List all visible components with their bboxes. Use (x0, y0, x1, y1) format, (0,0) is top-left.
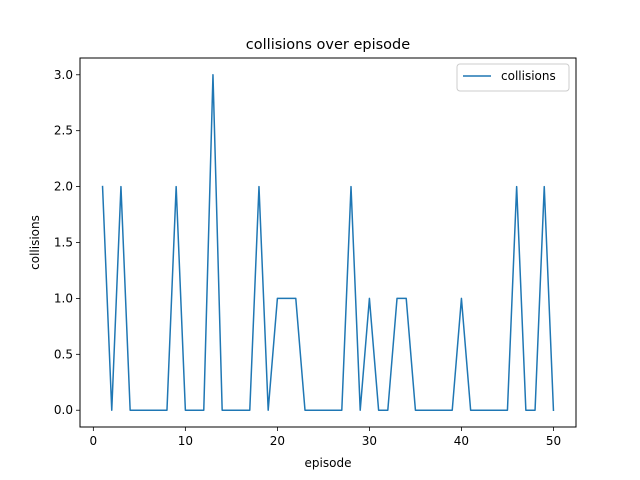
plot-area (80, 58, 576, 427)
y-axis-label: collisions (28, 215, 42, 270)
series-layer (101, 74, 555, 412)
y-tick-label: 2.5 (54, 124, 73, 138)
x-tick-label: 40 (454, 434, 469, 448)
x-tick-label: 20 (270, 434, 285, 448)
x-tick-label: 0 (90, 434, 98, 448)
series-line-collisions (101, 74, 555, 412)
x-axis-ticks: 0 10 20 30 40 50 (90, 427, 561, 448)
x-tick-label: 50 (546, 434, 561, 448)
y-tick-label: 0.5 (54, 347, 73, 361)
y-tick-label: 3.0 (54, 68, 73, 82)
y-axis-ticks: 0.0 0.5 1.0 1.5 2.0 2.5 3.0 (54, 68, 80, 417)
legend-box (456, 63, 570, 92)
x-tick-label: 30 (362, 434, 377, 448)
y-tick-label: 1.0 (54, 291, 73, 305)
x-tick-label: 10 (178, 434, 193, 448)
legend: collisions (456, 63, 570, 92)
plot-frame (79, 57, 577, 428)
y-tick-label: 1.5 (54, 236, 73, 250)
chart-title: collisions over episode (246, 37, 410, 53)
legend-label: collisions (501, 69, 556, 83)
y-tick-label: 2.0 (54, 180, 73, 194)
y-tick-label: 0.0 (54, 403, 73, 417)
x-axis-label: episode (305, 456, 352, 470)
